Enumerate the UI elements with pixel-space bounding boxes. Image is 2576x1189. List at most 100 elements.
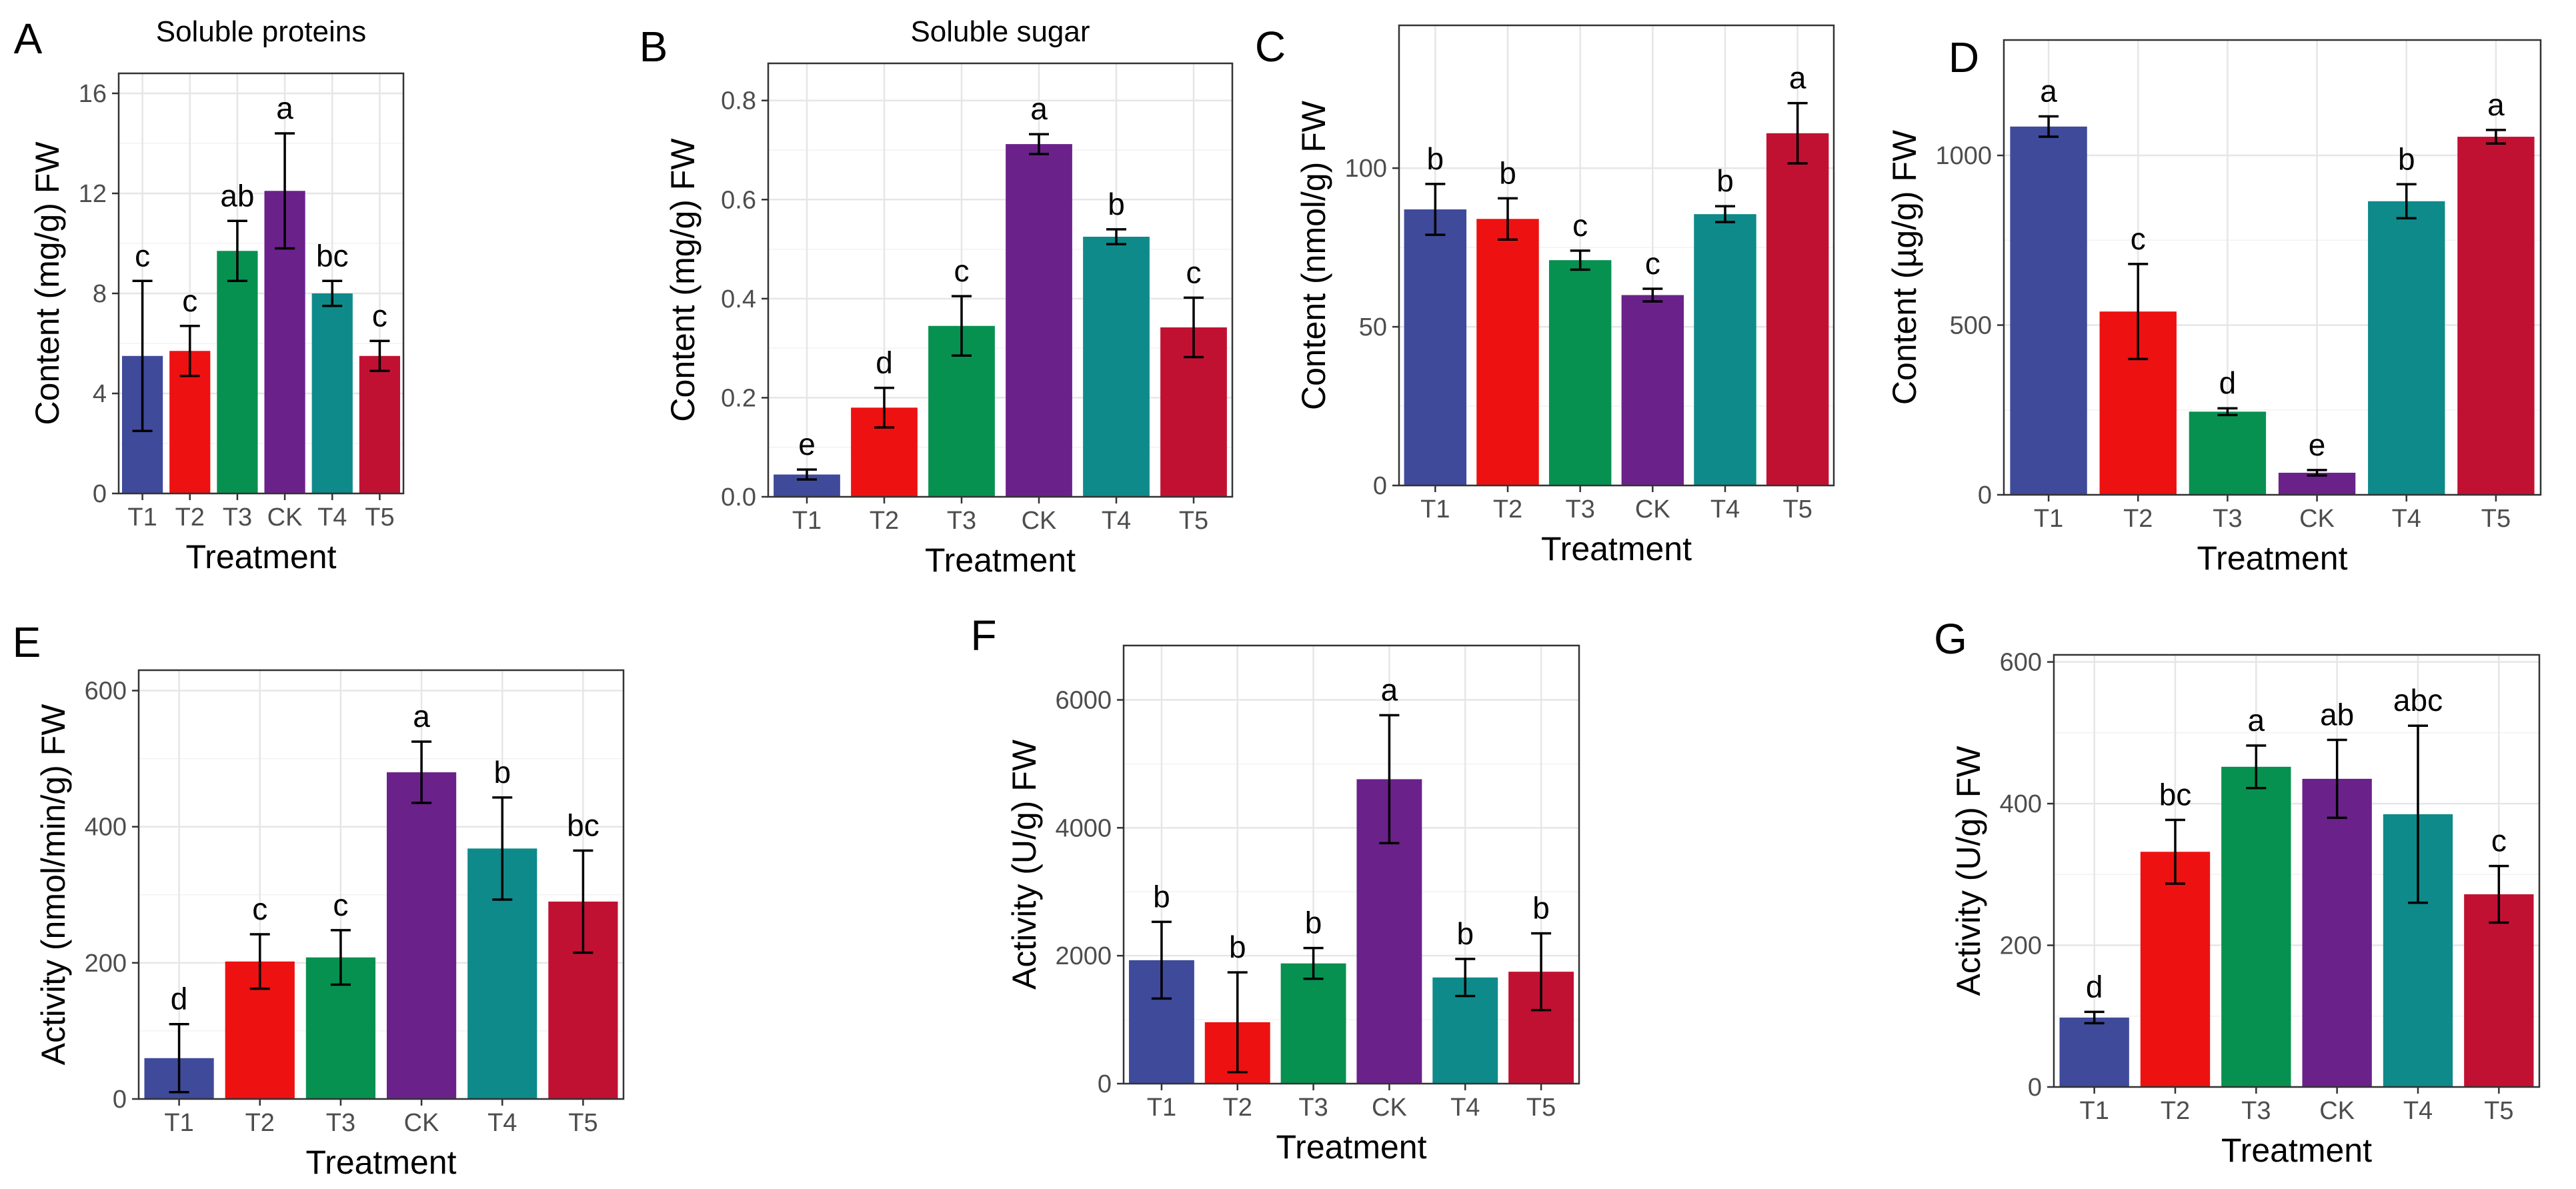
bar-t4: [1694, 214, 1756, 485]
bar-t4: [1083, 237, 1150, 497]
plot-border: [1122, 644, 1580, 1085]
significance-label: c: [372, 298, 387, 333]
significance-label: d: [171, 982, 188, 1016]
y-tick-label: 100: [1345, 155, 1387, 183]
x-tick-label: T3: [2241, 1097, 2271, 1125]
x-tick-label: T4: [2403, 1097, 2433, 1125]
bar-t3: [217, 251, 258, 493]
error-bar-t5: [369, 339, 390, 372]
panel-letter: B: [639, 23, 668, 71]
x-tick-label: T4: [1710, 495, 1740, 523]
error-bar-t5: [2489, 864, 2509, 924]
error-bar-ck: [2307, 469, 2327, 477]
bar-ck: [1006, 144, 1072, 497]
error-bar-t1: [2084, 1010, 2105, 1025]
y-tick-label: 16: [79, 80, 107, 108]
x-tick-label: CK: [2319, 1097, 2355, 1125]
error-bar-ck: [411, 740, 432, 804]
x-tick-label: T1: [127, 503, 157, 531]
x-tick-label: T4: [2392, 505, 2421, 533]
significance-label: d: [2086, 969, 2103, 1004]
bar-t5: [1766, 133, 1829, 486]
bar-ck: [2302, 778, 2372, 1087]
error-bar-t3: [1570, 249, 1590, 271]
plot-border: [117, 72, 405, 495]
y-tick-label: 8: [93, 280, 107, 308]
bar-t5: [2457, 137, 2535, 495]
x-tick-label: CK: [2299, 505, 2335, 533]
significance-label: bc: [316, 238, 349, 273]
x-tick-label: T4: [1450, 1094, 1480, 1122]
significance-label: a: [2487, 87, 2505, 122]
x-tick-label: T5: [365, 503, 394, 531]
chart-title: Soluble proteins: [156, 15, 367, 48]
significance-label: b: [2398, 141, 2415, 176]
x-tick-label: T3: [947, 507, 976, 535]
x-tick-label: T2: [2161, 1097, 2190, 1125]
panel-letter: C: [1255, 23, 1286, 71]
panel-letter: D: [1949, 33, 1979, 81]
significance-label: a: [276, 91, 293, 125]
panel-b: e d c a b c 0.0 0.2 0.4 0.6 0.8 T1 T2 T3 CK T4 T5 Treatme…: [639, 15, 1234, 579]
error-bar-t3: [952, 295, 972, 357]
x-axis-title: Treatment: [2197, 539, 2347, 577]
significance-label: c: [1645, 246, 1660, 281]
bar-t2: [1476, 219, 1539, 485]
error-bar-t2: [2165, 818, 2185, 885]
bar-t3: [2221, 766, 2291, 1087]
error-bar-t4: [1715, 205, 1735, 223]
panel-c: b b c c b a 0 50 100 T1 T2 T3 CK T4 T5 Treatment Content…: [1255, 23, 1835, 567]
error-bar-t3: [330, 929, 351, 986]
significance-label: c: [1186, 255, 1202, 289]
y-tick-label: 0: [2028, 1074, 2042, 1102]
y-tick-label: 4000: [1055, 814, 1112, 842]
x-tick-label: T5: [2484, 1097, 2513, 1125]
error-bar-t5: [1787, 101, 1808, 165]
y-tick-label: 0.6: [721, 186, 756, 214]
error-bar-t3: [2217, 407, 2238, 417]
y-tick-label: 4: [93, 380, 107, 408]
y-axis-title: Activity (U/g) FW: [1006, 739, 1043, 990]
significance-label: ab: [220, 178, 254, 213]
error-bar-ck: [2327, 738, 2347, 820]
x-tick-label: T2: [1223, 1094, 1252, 1122]
panel-letter: A: [14, 15, 43, 63]
significance-label: a: [1789, 61, 1806, 95]
y-tick-label: 0.0: [721, 483, 756, 511]
significance-label: bc: [567, 808, 599, 842]
bar-ck: [1621, 295, 1684, 485]
significance-label: b: [1456, 916, 1474, 951]
x-tick-label: T3: [2213, 505, 2242, 533]
plot-border: [767, 62, 1234, 498]
y-axis-title: Content (mg/g) FW: [29, 141, 66, 425]
significance-label: c: [135, 238, 150, 273]
error-bar-t3: [2246, 744, 2267, 790]
y-axis-title: Activity (nmol/min/g) FW: [35, 704, 72, 1066]
plot-border: [2003, 39, 2542, 496]
error-bar-t5: [573, 849, 593, 954]
x-tick-label: T5: [1179, 507, 1208, 535]
x-tick-label: T4: [487, 1109, 517, 1137]
x-tick-label: T1: [164, 1109, 193, 1137]
panel-letter: E: [13, 618, 41, 666]
x-tick-label: T2: [175, 503, 205, 531]
significance-label: d: [876, 345, 893, 380]
significance-label: a: [1030, 91, 1048, 126]
plot-border: [137, 669, 625, 1100]
significance-label: b: [1532, 891, 1550, 926]
error-bar-t2: [1498, 197, 1518, 241]
significance-label: b: [1499, 155, 1516, 190]
y-tick-label: 600: [2000, 649, 2042, 677]
error-bar-t5: [1531, 932, 1552, 1012]
error-bar-ck: [1379, 714, 1400, 845]
x-tick-label: T5: [1526, 1094, 1556, 1122]
x-tick-label: T1: [1147, 1094, 1176, 1122]
x-tick-label: T2: [870, 507, 899, 535]
significance-label: d: [2219, 365, 2237, 400]
x-tick-label: T3: [1298, 1094, 1328, 1122]
significance-label: c: [954, 253, 970, 288]
bar-t5: [359, 355, 401, 493]
panel-letter: G: [1934, 615, 1967, 663]
bar-t1: [1404, 209, 1467, 485]
